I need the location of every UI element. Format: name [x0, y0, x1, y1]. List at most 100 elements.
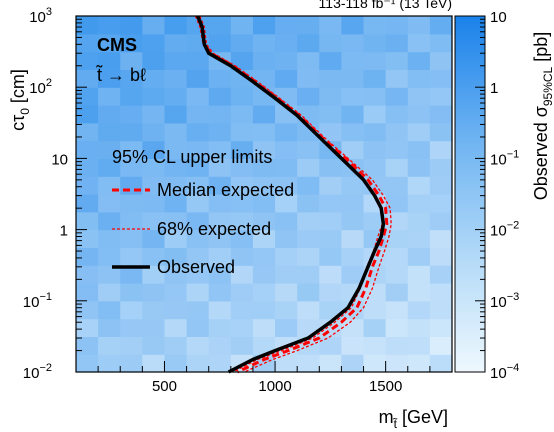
heatmap-cell	[407, 229, 431, 248]
heatmap-cell	[363, 300, 387, 320]
heatmap-cell	[297, 51, 320, 70]
heatmap-cell	[363, 265, 387, 284]
heatmap-cell	[208, 283, 232, 302]
heatmap-cell	[208, 229, 232, 248]
heatmap-cell	[363, 336, 387, 355]
colorbar-tick-label: 10−1	[490, 148, 519, 168]
heatmap-cell	[230, 105, 254, 124]
heatmap-cell	[363, 211, 387, 231]
heatmap-cell	[208, 16, 232, 35]
heatmap-cell	[297, 211, 320, 231]
heatmap-cell	[297, 16, 320, 35]
heatmap-cell	[341, 229, 365, 248]
heatmap-cell	[341, 140, 365, 159]
heatmap-cell	[142, 211, 166, 231]
heatmap-cell	[252, 140, 276, 159]
heatmap-cell	[297, 140, 320, 159]
legend-title: 95% CL upper limits	[112, 147, 272, 167]
heatmap-cell	[341, 87, 365, 106]
heatmap-cell	[363, 87, 387, 106]
heatmap-cell	[98, 158, 121, 177]
heatmap-cell	[120, 158, 143, 177]
heatmap-cell	[297, 33, 320, 53]
heatmap-cell	[142, 300, 166, 320]
heatmap-cell	[208, 69, 232, 88]
heatmap-cell	[142, 16, 166, 35]
heatmap-cell	[120, 318, 143, 337]
heatmap-cell	[186, 247, 210, 266]
heatmap-cell	[230, 194, 254, 213]
heatmap-cell	[341, 265, 365, 284]
heatmap-cell	[76, 158, 99, 177]
colorbar-title: Observed σ95%CL [pb]	[531, 32, 554, 201]
heatmap-cell	[297, 176, 320, 195]
legend-68-label: 68% expected	[157, 219, 271, 239]
heatmap-cell	[230, 122, 254, 142]
heatmap-cell	[429, 122, 453, 142]
heatmap-cell	[142, 283, 166, 302]
heatmap-cell	[98, 87, 121, 106]
heatmap-cell	[407, 122, 431, 142]
heatmap-cell	[385, 229, 409, 248]
legend-observed-label: Observed	[157, 257, 235, 277]
heatmap-cell	[252, 283, 276, 302]
heatmap-cell	[164, 122, 188, 142]
heatmap-cell	[208, 247, 232, 266]
heatmap-cell	[98, 247, 121, 266]
colorbar-tick-label: 10	[490, 9, 507, 26]
heatmap-cell	[164, 211, 188, 231]
colorbar-tick-label: 10−2	[490, 220, 519, 240]
heatmap-cell	[363, 51, 387, 70]
heatmap-cell	[385, 158, 409, 177]
heatmap-cell	[429, 194, 453, 213]
heatmap-cell	[407, 176, 431, 195]
x-axis-title: mt̃ [GeV]	[379, 407, 448, 431]
y-tick-label: 10−1	[23, 291, 52, 311]
heatmap-cell	[385, 51, 409, 70]
heatmap-cell	[363, 33, 387, 53]
heatmap-cell	[429, 16, 453, 35]
heatmap-cell	[164, 69, 188, 88]
heatmap-cell	[230, 211, 254, 231]
heatmap-cell	[76, 16, 99, 35]
heatmap-cell	[252, 247, 276, 266]
heatmap-cell	[230, 69, 254, 88]
heatmap-cell	[297, 87, 320, 106]
heatmap-cell	[363, 354, 387, 373]
heatmap-cell	[275, 354, 298, 373]
heatmap-cell	[164, 318, 188, 337]
heatmap-cell	[385, 105, 409, 124]
heatmap-cell	[76, 33, 99, 53]
heatmap-cell	[120, 51, 143, 70]
colorbar	[454, 15, 486, 373]
y-axis-ticks: 10−2 10−1 1 10 102 103	[23, 6, 87, 382]
heatmap-cell	[186, 354, 210, 373]
heatmap-cell	[186, 105, 210, 124]
heatmap-cell	[252, 176, 276, 195]
y-tick-label: 10−2	[23, 362, 52, 382]
heatmap-cell	[385, 211, 409, 231]
heatmap-cell	[76, 336, 99, 355]
heatmap-cell	[98, 336, 121, 355]
heatmap-cell	[319, 265, 343, 284]
heatmap-cell	[429, 318, 453, 337]
heatmap-cell	[252, 16, 276, 35]
heatmap-cell	[319, 33, 343, 53]
heatmap-cell	[142, 87, 166, 106]
heatmap-cell	[164, 16, 188, 35]
heatmap-cell	[98, 105, 121, 124]
heatmap-cell	[120, 247, 143, 266]
heatmap-cell	[341, 318, 365, 337]
heatmap-cell	[164, 229, 188, 248]
heatmap-cell	[385, 283, 409, 302]
heatmap-cell	[208, 318, 232, 337]
heatmap-cell	[297, 158, 320, 177]
heatmap-cell	[252, 265, 276, 284]
heatmap-cell	[407, 354, 431, 373]
heatmap-cell	[297, 194, 320, 213]
heatmap-cell	[407, 336, 431, 355]
heatmap-cell	[230, 87, 254, 106]
y-tick-label: 10	[51, 151, 68, 168]
heatmap-cell	[120, 122, 143, 142]
